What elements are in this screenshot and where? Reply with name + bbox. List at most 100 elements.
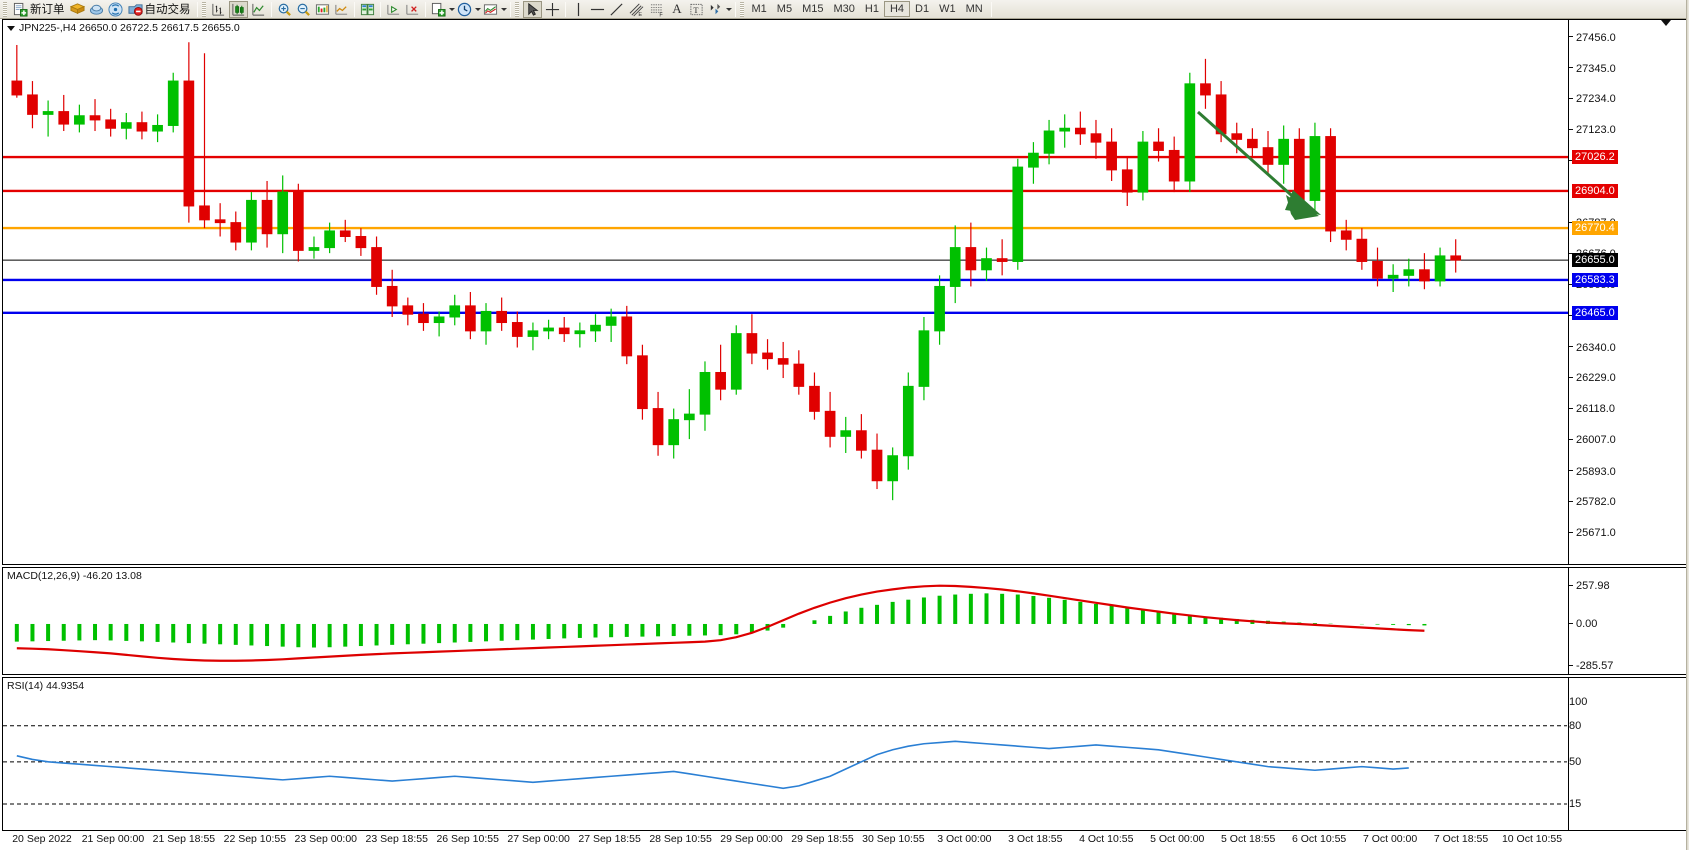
rsi-axis-tick-label: 80 xyxy=(1569,719,1582,732)
price-axis-tick: 25671.0 xyxy=(1569,527,1616,539)
timeframe-button-d1[interactable]: D1 xyxy=(915,3,930,15)
signals-button[interactable] xyxy=(107,1,124,18)
timeframe-button-m15[interactable]: M15 xyxy=(802,3,824,15)
candle xyxy=(386,269,398,317)
trendline-tool-button[interactable] xyxy=(608,1,625,18)
rsi-axis-tick: 80 xyxy=(1569,720,1581,732)
toolbar-grip-2[interactable] xyxy=(201,1,206,17)
candle xyxy=(527,322,539,351)
cursor-tool-button[interactable] xyxy=(522,0,542,18)
rsi-pane[interactable]: RSI(14) 44.9354 100 80 50 15 xyxy=(2,677,1687,831)
toolbar-grip-3[interactable] xyxy=(514,1,519,17)
time-axis[interactable]: 20 Sep 2022 21 Sep 00:00 21 Sep 18:55 22 Se… xyxy=(2,833,1566,849)
rsi-axis-tick: 50 xyxy=(1569,756,1581,768)
label-tool-button[interactable]: T xyxy=(688,1,705,18)
time-axis-label: 26 Sep 10:55 xyxy=(436,833,499,845)
autotrading-button[interactable]: 自动交易 xyxy=(126,1,193,18)
price-chart-canvas[interactable] xyxy=(3,20,1686,564)
candle xyxy=(152,114,163,143)
rsi-axis[interactable]: 100 80 50 15 xyxy=(1568,678,1686,830)
period-clock-button[interactable] xyxy=(456,1,473,18)
price-level-badge-pivot[interactable]: 26770.4 xyxy=(1572,221,1618,236)
new-chart-dropdown-arrow[interactable] xyxy=(448,7,455,11)
zoom-in-button[interactable] xyxy=(276,1,293,18)
price-axis[interactable]: 27456.027345.027234.027123.027012.026787… xyxy=(1568,20,1686,564)
macd-chart-canvas[interactable] xyxy=(3,568,1686,674)
objects-dropdown-arrow[interactable] xyxy=(725,7,732,11)
candle xyxy=(496,297,508,331)
trend-arrow-annotation[interactable] xyxy=(1197,110,1321,220)
templates-dropdown-arrow[interactable] xyxy=(500,7,507,11)
timeframe-button-h4[interactable]: H4 xyxy=(883,1,910,17)
timeframe-group: M1 M5 M15 M30 H1 H4 D1 W1 MN xyxy=(747,1,988,17)
horizontal-line-tool-button[interactable] xyxy=(589,1,606,18)
zoom-out-button[interactable] xyxy=(295,1,312,18)
macd-pane[interactable]: MACD(12,26,9) -46.20 13.08 257.98 0.00 -28… xyxy=(2,567,1687,675)
chart-shift-button[interactable] xyxy=(314,1,331,18)
timeframe-button-m30[interactable]: M30 xyxy=(833,3,855,15)
macd-axis-tick: 257.98 xyxy=(1569,580,1610,592)
data-window-button[interactable] xyxy=(88,1,105,18)
price-axis-tick: 25893.0 xyxy=(1569,466,1616,478)
rsi-chart-canvas[interactable] xyxy=(3,678,1686,830)
price-level-badge-resistance[interactable]: 27026.2 xyxy=(1572,150,1618,165)
timeframe-button-w1[interactable]: W1 xyxy=(939,3,956,15)
fibonacci-tool-button[interactable]: F xyxy=(648,1,667,18)
period-dropdown-arrow[interactable] xyxy=(474,7,481,11)
window-right-edge[interactable] xyxy=(1686,0,1689,850)
rsi-axis-tick-label: 100 xyxy=(1569,695,1588,708)
chart-menu-chevron-icon[interactable] xyxy=(1661,20,1671,26)
price-level-badge-support[interactable]: 26583.3 xyxy=(1572,272,1618,287)
zoom-region-button[interactable] xyxy=(385,1,402,18)
candle xyxy=(27,81,38,129)
time-axis-label: 28 Sep 10:55 xyxy=(649,833,712,845)
candle xyxy=(949,225,961,304)
chart-workspace[interactable]: JPN225-,H4 26650.0 26722.5 26617.5 26655… xyxy=(0,19,1689,850)
price-pane[interactable]: JPN225-,H4 26650.0 26722.5 26617.5 26655… xyxy=(2,19,1687,565)
macd-axis-tick-label: -285.57 xyxy=(1576,660,1614,672)
equidistant-channel-tool-button[interactable]: E xyxy=(627,1,646,18)
line-chart-button[interactable] xyxy=(250,1,267,18)
candle xyxy=(871,433,883,490)
autoscroll-icon xyxy=(334,4,347,15)
templates-button[interactable] xyxy=(482,1,499,18)
timeframe-button-m5[interactable]: M5 xyxy=(776,3,793,15)
time-axis-label: 23 Sep 18:55 xyxy=(365,833,428,845)
candle xyxy=(934,275,945,345)
objects-tool-button[interactable] xyxy=(707,1,724,18)
price-pane-inner xyxy=(3,20,1686,564)
chart-grid-button[interactable] xyxy=(359,1,376,18)
candle xyxy=(199,53,210,229)
timeframe-button-m1[interactable]: M1 xyxy=(751,3,767,15)
svg-text:T: T xyxy=(693,4,698,14)
timeframe-button-h1[interactable]: H1 xyxy=(864,3,879,15)
text-tool-button[interactable]: A xyxy=(669,1,686,18)
autoscroll-button[interactable] xyxy=(333,1,350,18)
time-axis-label: 5 Oct 00:00 xyxy=(1150,833,1205,845)
book-button[interactable] xyxy=(69,1,86,18)
candlestick-chart-button[interactable] xyxy=(228,0,248,18)
collapse-triangle-icon[interactable] xyxy=(7,25,15,31)
price-level-badge-last-price[interactable]: 26655.0 xyxy=(1572,253,1618,268)
bar-chart-button[interactable] xyxy=(210,1,227,18)
vertical-line-tool-button[interactable] xyxy=(570,1,587,18)
toolbar-grip[interactable] xyxy=(3,1,7,17)
candle xyxy=(1168,136,1180,193)
candle xyxy=(105,108,117,137)
reset-axis-button[interactable] xyxy=(404,1,421,18)
time-axis-label: 27 Sep 00:00 xyxy=(507,833,570,845)
candle xyxy=(1153,128,1164,162)
new-order-button[interactable]: 新订单 xyxy=(11,1,67,18)
new-chart-button[interactable] xyxy=(430,1,447,18)
price-level-badge-resistance[interactable]: 26904.0 xyxy=(1572,183,1618,198)
crosshair-tool-button[interactable] xyxy=(544,1,561,18)
timeframe-button-mn[interactable]: MN xyxy=(965,3,983,15)
price-axis-tick: 26229.0 xyxy=(1569,372,1616,384)
macd-axis[interactable]: 257.98 0.00 -285.57 xyxy=(1568,568,1686,674)
candle xyxy=(136,111,148,140)
candle xyxy=(418,303,429,331)
toolbar-grip-4[interactable] xyxy=(739,1,744,17)
price-axis-tick-label: 25671.0 xyxy=(1576,527,1616,540)
price-level-badge-support[interactable]: 26465.0 xyxy=(1572,305,1618,320)
data-window-icon xyxy=(89,4,103,15)
